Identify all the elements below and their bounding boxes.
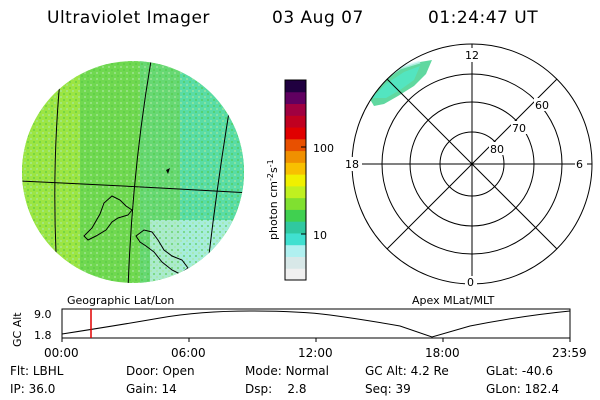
colorbar-band (285, 138, 306, 152)
disk-speckle (22, 61, 244, 283)
colorbar-band (285, 256, 306, 269)
door-info: Door: Open (126, 364, 195, 378)
glon-info: GLon: 182.4 (486, 382, 559, 396)
altitude-curve (61, 310, 571, 338)
glon-value: 182.4 (524, 382, 559, 396)
colorbar-band (285, 127, 306, 140)
colorbar-band (285, 91, 306, 105)
colorbar-band (285, 244, 306, 257)
timeline-axis-label: GC Alt (11, 312, 24, 347)
left-imager-panel (22, 61, 244, 283)
seq-value: 39 (395, 382, 411, 396)
colorbar-band (285, 174, 306, 187)
colorbar-band (285, 221, 306, 234)
lat-label-60: 60 (535, 99, 549, 112)
subsolar-mark (166, 168, 170, 174)
glat-info: GLat: -40.6 (486, 364, 553, 378)
colorbar-band (285, 197, 306, 210)
lat-label-70: 70 (512, 122, 526, 135)
timeline-tick-1: 06:00 (171, 346, 206, 360)
dsp-info: Dsp: 2.8 (245, 382, 307, 396)
glat-value: -40.6 (521, 364, 553, 378)
seq-info: Seq: 39 (365, 382, 411, 396)
colorbar-frame (284, 79, 307, 281)
timeline-tick-3: 18:00 (425, 346, 460, 360)
timeline-tick-4: 23:59 (552, 346, 587, 360)
flt-value: LBHL (32, 364, 64, 378)
mode-info: Mode: Normal (245, 364, 329, 378)
mlt-label-12: 12 (465, 49, 479, 62)
mlt-label-6: 6 (576, 158, 583, 171)
colorbar-band (285, 80, 306, 93)
colorbar-band (285, 185, 306, 199)
colorbar-label-100: 100 (313, 142, 334, 155)
lat-line (22, 180, 244, 194)
ip-value: 36.0 (28, 382, 56, 396)
timeline-tick-2: 12:00 (298, 346, 333, 360)
time-label: 01:24:47 UT (428, 8, 539, 28)
door-value: Open (162, 364, 195, 378)
lon-line-2 (127, 61, 153, 283)
dsp-value: 2.8 (287, 382, 307, 396)
timeline-ymin: 1.8 (34, 329, 52, 342)
colorbar-band (285, 209, 306, 222)
gcalt-info: GC Alt: 4.2 Re (365, 364, 449, 378)
colorbar-unit-label: photon cm-2s-1 (266, 159, 280, 240)
right-panel-caption: Apex MLat/MLT (412, 294, 495, 307)
polar-auroral-core (372, 66, 420, 98)
date-label: 03 Aug 07 (272, 8, 364, 28)
colorbar-band (285, 232, 306, 246)
colorbar-label-10: 10 (313, 229, 327, 242)
coastline-north (83, 195, 133, 241)
mode-value: Normal (285, 364, 329, 378)
mlt-label-18: 18 (345, 158, 359, 171)
colorbar-band (285, 162, 306, 175)
mlt-label-0: 0 (467, 276, 474, 289)
polar-diag-2 (386, 78, 558, 250)
colorbar (285, 80, 306, 281)
colorbar-band (285, 115, 306, 128)
colorbar-band (285, 150, 306, 163)
timeline-ymax: 9.0 (34, 308, 52, 321)
colorbar-band (285, 103, 306, 116)
gain-value: 14 (161, 382, 177, 396)
timeline-tick-0: 00:00 (44, 346, 79, 360)
flt-info: Flt: LBHL (10, 364, 64, 378)
coastline-south (135, 229, 189, 275)
gain-info: Gain: 14 (126, 382, 177, 396)
right-polar-panel: 12 18 6 0 60 70 80 (344, 43, 593, 289)
colorbar-band (285, 268, 306, 281)
gcalt-value: 4.2 Re (410, 364, 449, 378)
instrument-title: Ultraviolet Imager (47, 8, 210, 28)
ip-info: IP: 36.0 (10, 382, 56, 396)
lat-label-80: 80 (490, 143, 504, 156)
left-panel-caption: Geographic Lat/Lon (67, 294, 174, 307)
timeline-panel: Geographic Lat/Lon Apex MLat/MLT GC Alt … (11, 294, 587, 360)
